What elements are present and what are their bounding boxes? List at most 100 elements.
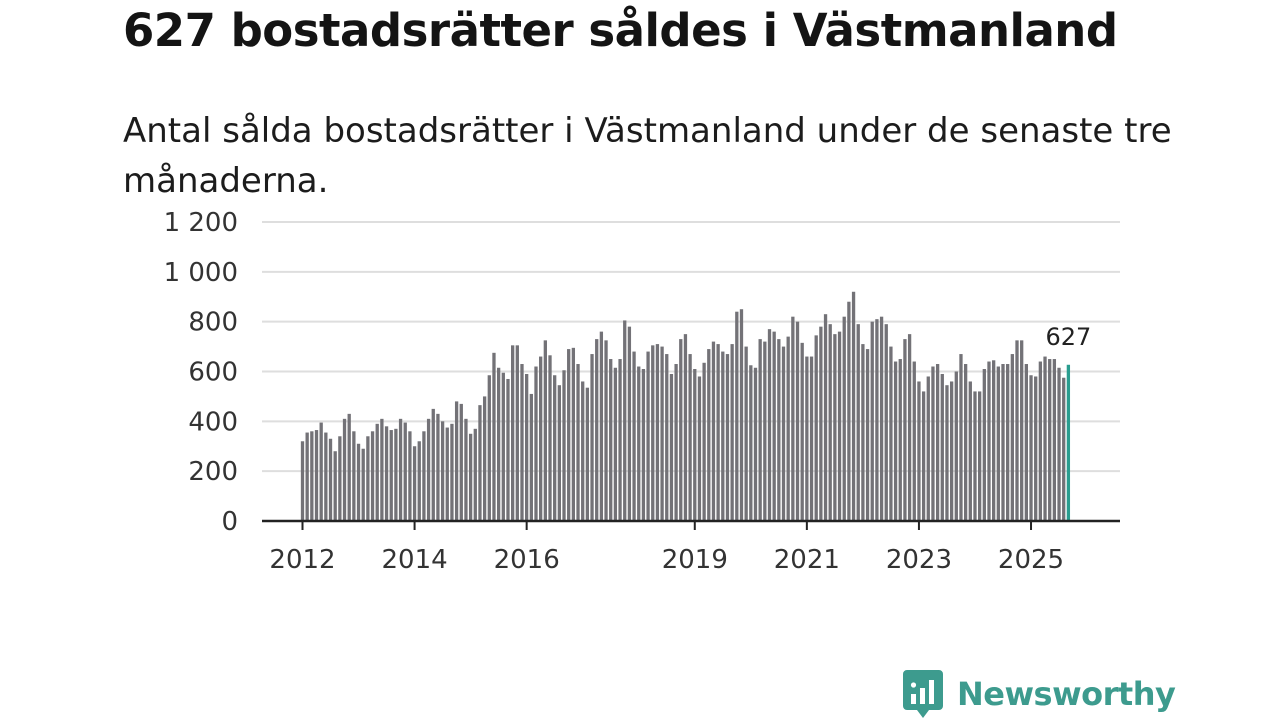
bar	[604, 340, 608, 521]
bar	[898, 359, 902, 521]
bar	[576, 364, 580, 521]
bar	[398, 418, 403, 521]
bar	[800, 342, 804, 521]
bar	[870, 321, 874, 521]
bar	[333, 451, 337, 521]
bar	[515, 345, 519, 521]
bar	[422, 431, 426, 521]
bar	[492, 352, 496, 521]
bar	[651, 345, 655, 521]
bar	[380, 418, 384, 521]
bar	[543, 340, 547, 521]
bar	[777, 339, 781, 521]
bar	[539, 356, 543, 521]
chart-subtitle: Antal sålda bostadsrätter i Västmanland …	[123, 111, 1172, 201]
bar	[749, 365, 753, 521]
bar	[791, 316, 795, 521]
bar	[632, 351, 636, 521]
x-tick-label: 2023	[886, 545, 952, 575]
bar	[767, 329, 772, 521]
bar	[417, 441, 421, 521]
bar	[352, 431, 356, 521]
bar	[837, 331, 842, 521]
bar	[996, 366, 1000, 521]
bar	[1057, 367, 1061, 521]
bar	[973, 391, 977, 521]
bar	[903, 339, 907, 521]
bar	[847, 301, 851, 521]
bar	[342, 418, 347, 521]
bar	[581, 381, 585, 521]
bar	[1062, 377, 1066, 521]
bar	[440, 421, 445, 521]
bar	[534, 366, 538, 521]
x-tick-label: 2016	[494, 545, 560, 575]
bar	[1024, 364, 1028, 521]
bar	[842, 316, 846, 521]
bar	[739, 309, 744, 521]
bar	[931, 366, 935, 521]
bar	[501, 372, 505, 521]
bar	[711, 341, 716, 521]
bar	[609, 359, 613, 521]
bar	[963, 364, 968, 521]
bar	[1020, 340, 1024, 521]
bar	[1015, 340, 1019, 521]
bar	[954, 371, 958, 521]
bar	[693, 369, 697, 521]
bar	[571, 347, 576, 521]
bar	[945, 385, 949, 521]
bar	[940, 373, 944, 521]
x-tick-label: 2019	[662, 545, 728, 575]
y-tick-label: 800	[188, 308, 238, 338]
y-tick-label: 600	[188, 358, 238, 388]
bar	[679, 339, 683, 521]
bar	[328, 438, 333, 521]
bar	[637, 366, 641, 521]
bar	[394, 428, 398, 521]
bar	[338, 436, 342, 521]
bar	[697, 376, 702, 521]
bar	[744, 346, 748, 521]
bar	[683, 334, 688, 522]
x-tick-label: 2025	[998, 545, 1064, 575]
bars	[300, 291, 1071, 522]
bar	[805, 356, 809, 521]
x-tick-label: 2012	[269, 545, 335, 575]
bar	[758, 339, 762, 521]
bar	[370, 431, 375, 521]
bar	[464, 418, 468, 521]
bar	[562, 370, 566, 521]
bar	[529, 393, 533, 521]
bar	[856, 324, 860, 521]
bar	[819, 326, 823, 521]
bar	[595, 339, 599, 521]
bar	[833, 334, 837, 522]
bar	[319, 422, 323, 521]
bar	[660, 346, 664, 521]
annotations: 627	[1045, 323, 1091, 351]
bar	[917, 381, 921, 521]
bar	[851, 291, 856, 521]
bar	[707, 349, 711, 521]
newsworthy-logo: Newsworthy	[903, 670, 1176, 718]
bar	[1001, 364, 1005, 521]
bar	[436, 413, 440, 521]
bar	[557, 385, 561, 521]
bar	[548, 355, 552, 521]
chart-title: 627 bostadsrätter såldes i Västmanland	[123, 4, 1118, 57]
x-axis-labels: 2012 2014 2016 2019 2021 2023 2025	[269, 545, 1064, 575]
bar	[445, 427, 449, 521]
y-tick-label: 1 200	[164, 208, 238, 238]
y-tick-label: 200	[188, 457, 238, 487]
bar	[935, 364, 940, 521]
x-tick-label: 2014	[381, 545, 447, 575]
bar	[688, 354, 692, 521]
bar	[482, 396, 487, 521]
bar	[861, 344, 865, 521]
bar	[487, 375, 491, 521]
bar	[1010, 354, 1014, 521]
newsworthy-chart-icon	[903, 670, 943, 718]
bar	[1034, 376, 1038, 521]
